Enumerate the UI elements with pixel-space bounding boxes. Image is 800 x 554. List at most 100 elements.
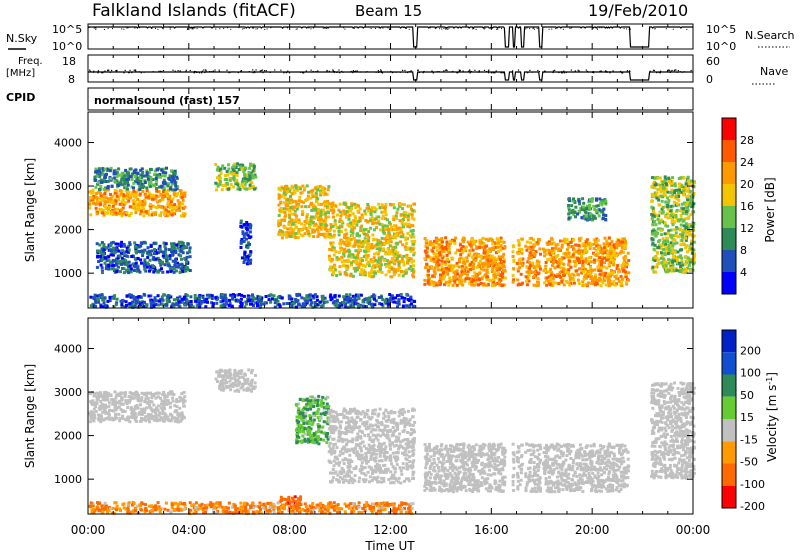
power-cell xyxy=(584,206,588,210)
power-cell xyxy=(662,186,666,190)
power-cell xyxy=(516,283,520,287)
power-cell xyxy=(366,242,370,245)
power-cell xyxy=(320,190,324,194)
power-cell xyxy=(105,264,109,268)
power-cell xyxy=(371,305,374,309)
power-cell xyxy=(141,189,145,193)
power-cell xyxy=(109,192,112,196)
power-cell xyxy=(666,251,670,255)
power-cell xyxy=(588,214,591,218)
power-cell xyxy=(277,196,281,200)
power-cell xyxy=(468,280,472,284)
power-cell xyxy=(600,266,603,270)
power-cell xyxy=(387,262,391,266)
power-cell xyxy=(490,257,494,261)
power-cell xyxy=(297,230,301,234)
power-cell xyxy=(172,171,176,175)
power-cell xyxy=(279,232,283,236)
power-cell xyxy=(685,203,689,207)
power-cell xyxy=(364,245,368,249)
power-cell xyxy=(162,250,165,254)
power-cell xyxy=(440,266,444,270)
power-cell xyxy=(93,298,97,302)
power-cell xyxy=(110,184,114,188)
power-cell xyxy=(128,243,132,246)
power-cell xyxy=(600,257,604,261)
power-cell xyxy=(106,299,110,303)
power-cell xyxy=(544,261,548,264)
nave-point xyxy=(380,70,382,72)
power-cell xyxy=(487,239,491,242)
power-cell xyxy=(679,209,682,213)
power-cell xyxy=(289,195,292,198)
power-cell xyxy=(535,259,539,263)
power-cell xyxy=(605,244,609,248)
power-cell xyxy=(666,224,670,228)
power-cell xyxy=(93,175,97,179)
power-cell xyxy=(624,275,628,278)
power-cell xyxy=(302,200,305,204)
power-cell xyxy=(345,205,349,209)
power-cell xyxy=(471,274,475,278)
power-cell xyxy=(320,295,324,298)
power-cell xyxy=(97,260,101,263)
power-cell xyxy=(374,299,378,303)
power-cell xyxy=(654,230,658,234)
power-cell xyxy=(163,180,167,184)
power-cell xyxy=(651,213,655,217)
nave-point xyxy=(283,72,285,74)
power-cell xyxy=(217,183,221,187)
power-cell xyxy=(294,200,298,204)
power-cell xyxy=(161,254,165,258)
power-cell xyxy=(133,303,137,307)
nsky-tick-bottom: 10^0 xyxy=(52,40,82,53)
nave-point xyxy=(240,70,242,72)
power-cell xyxy=(142,207,146,211)
power-cell xyxy=(537,238,541,242)
power-cell xyxy=(293,223,297,227)
power-cell xyxy=(170,169,173,173)
power-cell xyxy=(184,265,188,269)
power-cell xyxy=(524,275,528,279)
power-cell xyxy=(404,222,408,226)
nave-point xyxy=(405,71,407,73)
power-cell xyxy=(383,210,387,214)
power-cell xyxy=(303,298,307,302)
power-cell xyxy=(109,177,113,181)
nave-point xyxy=(469,70,471,72)
power-cell xyxy=(685,266,689,270)
power-cell xyxy=(439,273,442,277)
power-cell xyxy=(331,224,335,228)
power-cell xyxy=(316,235,320,238)
beam-label: Beam 15 xyxy=(355,2,422,20)
power-cell xyxy=(397,273,401,277)
power-cell xyxy=(409,265,413,268)
power-cell xyxy=(583,248,587,252)
power-cell xyxy=(253,173,257,177)
power-cell xyxy=(502,240,506,244)
power-cell xyxy=(167,182,171,186)
power-cell xyxy=(247,170,251,174)
power-cell xyxy=(579,267,583,271)
power-cell xyxy=(288,234,292,238)
power-cell xyxy=(653,270,657,274)
nave-point xyxy=(381,71,383,73)
power-cell xyxy=(472,252,476,256)
power-cell xyxy=(574,261,578,264)
nave-point xyxy=(558,71,560,74)
nsearch-point xyxy=(569,27,571,29)
power-cell xyxy=(111,204,115,208)
power-cell xyxy=(278,230,281,234)
power-cell xyxy=(511,254,515,258)
power-cell xyxy=(680,202,684,206)
power-cell xyxy=(485,271,489,275)
power-cell xyxy=(402,212,406,216)
power-cell xyxy=(448,276,452,280)
nave-point xyxy=(628,71,630,73)
power-cell xyxy=(378,222,382,226)
nave-point xyxy=(537,69,539,72)
power-cell xyxy=(565,238,569,242)
power-cell xyxy=(653,259,657,263)
power-cell xyxy=(438,276,442,280)
power-cell xyxy=(560,245,564,249)
